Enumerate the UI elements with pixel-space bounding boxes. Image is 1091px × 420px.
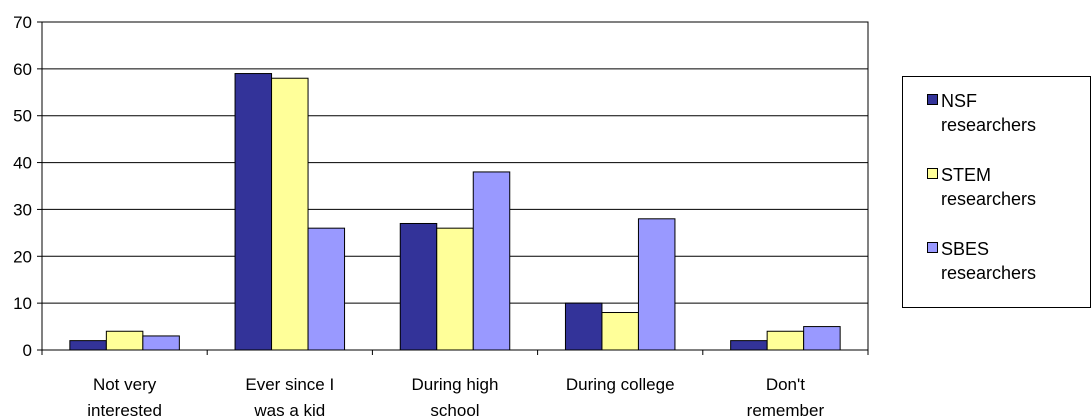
legend-label-stem: STEM researchers (941, 165, 1037, 209)
x-category-label: Not very (93, 375, 157, 394)
bar-nsf-0 (69, 340, 107, 351)
bar-stem-4 (766, 330, 805, 351)
bar-stem-0 (105, 330, 144, 351)
x-category-label: was a kid (253, 401, 325, 420)
y-tick-label: 10 (13, 294, 32, 313)
bars (69, 73, 841, 351)
x-category-label: remember (747, 401, 825, 420)
legend-label-nsf: NSF researchers (941, 91, 1037, 135)
legend-swatch-sbes (927, 242, 938, 253)
bar-nsf-1 (234, 73, 273, 351)
y-tick-label: 60 (13, 60, 32, 79)
bar-nsf-4 (730, 340, 768, 351)
bar-stem-3 (601, 312, 639, 351)
bar-chart: 0 10 20 30 40 50 60 70 Not very interested Ever s… (13, 13, 869, 420)
y-tick-label: 0 (23, 341, 32, 360)
x-category-label: During college (566, 375, 675, 394)
y-tick-label: 70 (13, 13, 32, 32)
y-tick-label: 40 (13, 154, 32, 173)
legend-label-sbes: SBES researchers (941, 239, 1037, 283)
y-tick-label: 50 (13, 107, 32, 126)
bar-stem-1 (271, 77, 309, 351)
bar-sbes-3 (637, 218, 676, 351)
y-tick-labels: 0 10 20 30 40 50 60 70 (13, 13, 32, 360)
x-category-label: Ever since I (245, 375, 334, 394)
bar-nsf-2 (399, 222, 438, 351)
legend-swatch-nsf (927, 94, 938, 105)
bar-sbes-1 (307, 227, 346, 351)
x-category-label: Don't (766, 375, 805, 394)
bar-nsf-3 (564, 302, 603, 351)
x-category-label: school (430, 401, 479, 420)
legend: NSF researchers STEM researchers SBES re… (902, 76, 1091, 308)
bar-sbes-4 (803, 326, 841, 351)
bar-stem-2 (436, 227, 474, 351)
bar-sbes-0 (142, 335, 180, 351)
x-category-label: During high (412, 375, 499, 394)
bar-sbes-2 (472, 171, 511, 351)
legend-swatch-stem (927, 168, 938, 179)
y-tick-label: 20 (13, 247, 32, 266)
y-tick-label: 30 (13, 200, 32, 219)
x-category-label: interested (87, 401, 162, 420)
x-category-labels: Not very interested Ever since I was a kid D… (87, 375, 824, 420)
plot-area-border (41, 21, 869, 351)
axes (41, 21, 869, 355)
